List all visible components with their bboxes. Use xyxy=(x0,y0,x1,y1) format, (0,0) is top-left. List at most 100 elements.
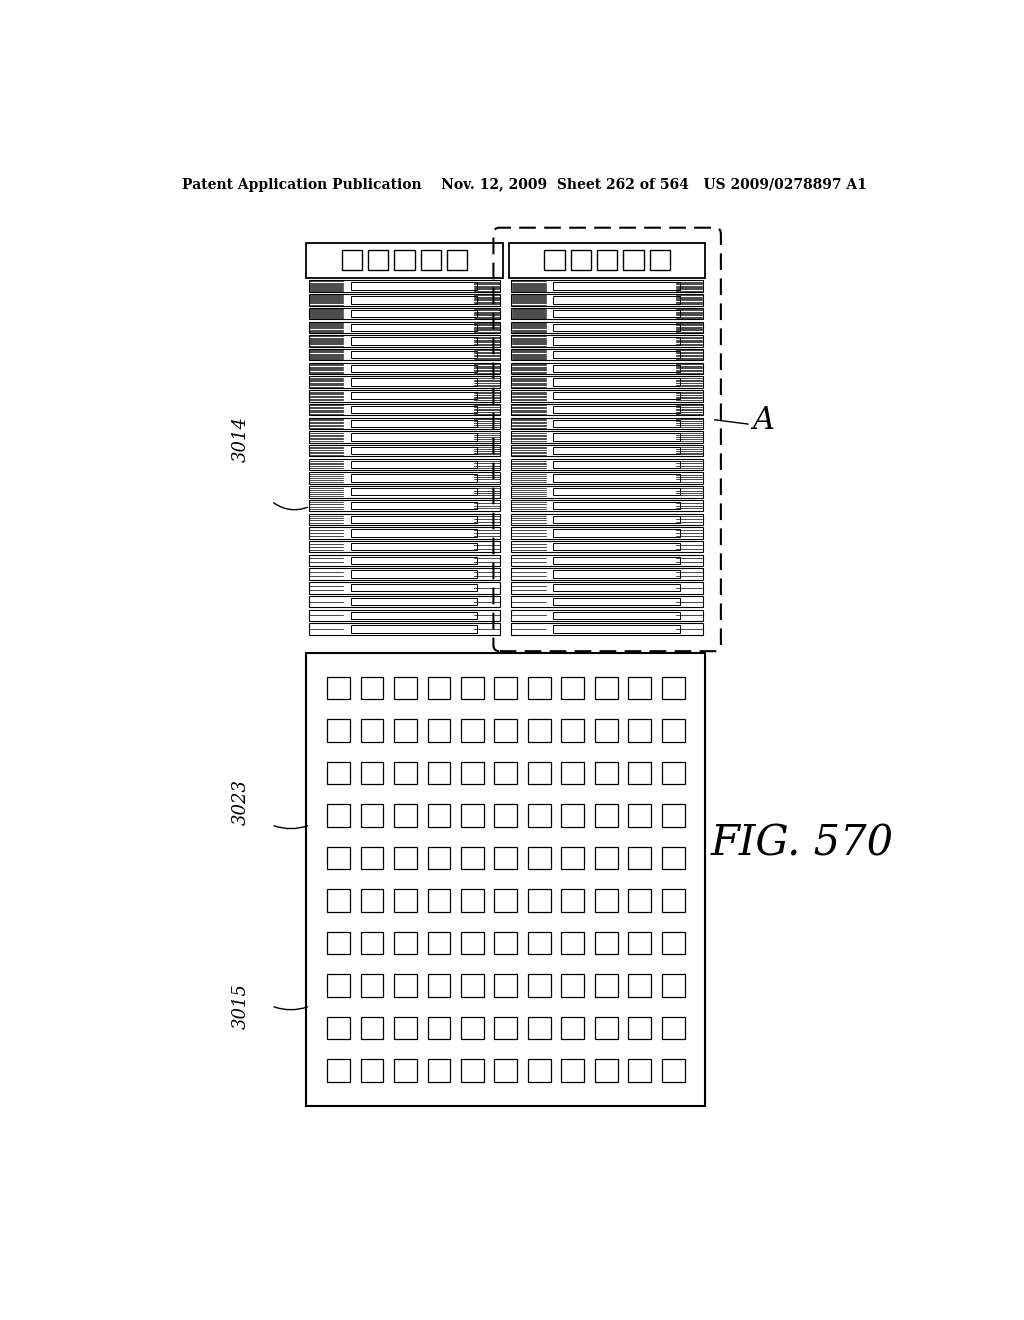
Bar xyxy=(595,932,617,954)
Bar xyxy=(394,1016,417,1039)
Bar xyxy=(624,251,643,271)
Bar xyxy=(351,338,477,345)
Bar xyxy=(511,527,703,539)
Bar xyxy=(553,351,680,358)
Bar xyxy=(461,804,483,826)
Bar xyxy=(427,677,451,700)
Bar xyxy=(308,595,501,607)
Bar xyxy=(351,461,477,469)
Bar xyxy=(351,516,477,523)
Bar xyxy=(545,251,564,271)
Bar xyxy=(553,502,680,510)
Bar xyxy=(394,762,417,784)
Bar xyxy=(308,500,501,511)
Bar xyxy=(327,804,350,826)
Bar xyxy=(528,974,551,997)
Bar xyxy=(511,486,703,498)
Bar xyxy=(662,932,684,954)
Bar xyxy=(511,308,703,319)
Bar xyxy=(360,890,383,912)
Bar xyxy=(553,296,680,304)
Bar xyxy=(308,513,501,525)
Bar xyxy=(511,500,703,511)
Bar xyxy=(342,251,361,271)
Bar xyxy=(351,310,477,317)
Bar xyxy=(351,447,477,454)
Bar xyxy=(351,351,477,358)
Bar xyxy=(461,762,483,784)
Bar xyxy=(351,420,477,426)
Bar xyxy=(495,719,517,742)
Bar xyxy=(595,890,617,912)
Bar xyxy=(308,486,501,498)
Bar xyxy=(561,974,584,997)
Bar xyxy=(561,804,584,826)
Bar xyxy=(553,379,680,385)
Bar xyxy=(511,595,703,607)
Bar xyxy=(662,804,684,826)
Bar xyxy=(553,310,680,317)
Bar xyxy=(570,251,591,271)
Bar xyxy=(595,677,617,700)
Bar xyxy=(461,1059,483,1081)
Bar xyxy=(595,1059,617,1081)
Bar xyxy=(553,447,680,454)
Bar xyxy=(308,459,501,470)
Bar xyxy=(662,762,684,784)
Bar xyxy=(662,846,684,869)
Bar xyxy=(461,846,483,869)
Bar xyxy=(511,322,703,333)
Bar xyxy=(427,890,451,912)
Text: 3014: 3014 xyxy=(231,416,250,462)
Bar xyxy=(308,417,501,429)
Bar xyxy=(511,610,703,620)
Bar xyxy=(427,1016,451,1039)
Bar xyxy=(461,932,483,954)
Bar xyxy=(629,846,651,869)
Bar xyxy=(308,541,501,552)
Bar xyxy=(595,719,617,742)
Bar xyxy=(351,474,477,482)
Bar xyxy=(595,846,617,869)
Bar xyxy=(461,1016,483,1039)
Bar xyxy=(511,582,703,594)
Bar xyxy=(597,251,617,271)
Bar xyxy=(427,804,451,826)
Bar xyxy=(528,677,551,700)
Bar xyxy=(394,804,417,826)
Bar xyxy=(327,890,350,912)
Bar xyxy=(629,677,651,700)
Bar xyxy=(629,804,651,826)
Text: 3023: 3023 xyxy=(231,779,250,825)
Bar xyxy=(394,932,417,954)
Bar xyxy=(662,719,684,742)
Bar xyxy=(327,846,350,869)
Bar xyxy=(351,282,477,290)
Bar xyxy=(495,1016,517,1039)
Bar xyxy=(553,557,680,564)
Bar xyxy=(553,323,680,331)
Bar xyxy=(511,459,703,470)
Bar xyxy=(427,762,451,784)
Bar xyxy=(511,432,703,442)
Bar xyxy=(394,677,417,700)
Bar xyxy=(553,611,680,619)
Bar xyxy=(351,611,477,619)
Bar xyxy=(495,804,517,826)
Bar xyxy=(595,804,617,826)
Bar xyxy=(327,974,350,997)
Bar xyxy=(427,719,451,742)
Bar xyxy=(327,719,350,742)
Bar xyxy=(308,610,501,620)
Bar xyxy=(553,543,680,550)
Bar xyxy=(360,762,383,784)
Bar xyxy=(427,846,451,869)
Bar xyxy=(360,1059,383,1081)
Bar xyxy=(511,541,703,552)
Text: FIG. 570: FIG. 570 xyxy=(711,822,894,865)
Bar xyxy=(553,570,680,578)
Bar xyxy=(662,974,684,997)
Bar xyxy=(360,677,383,700)
Bar xyxy=(495,890,517,912)
Bar xyxy=(553,488,680,495)
